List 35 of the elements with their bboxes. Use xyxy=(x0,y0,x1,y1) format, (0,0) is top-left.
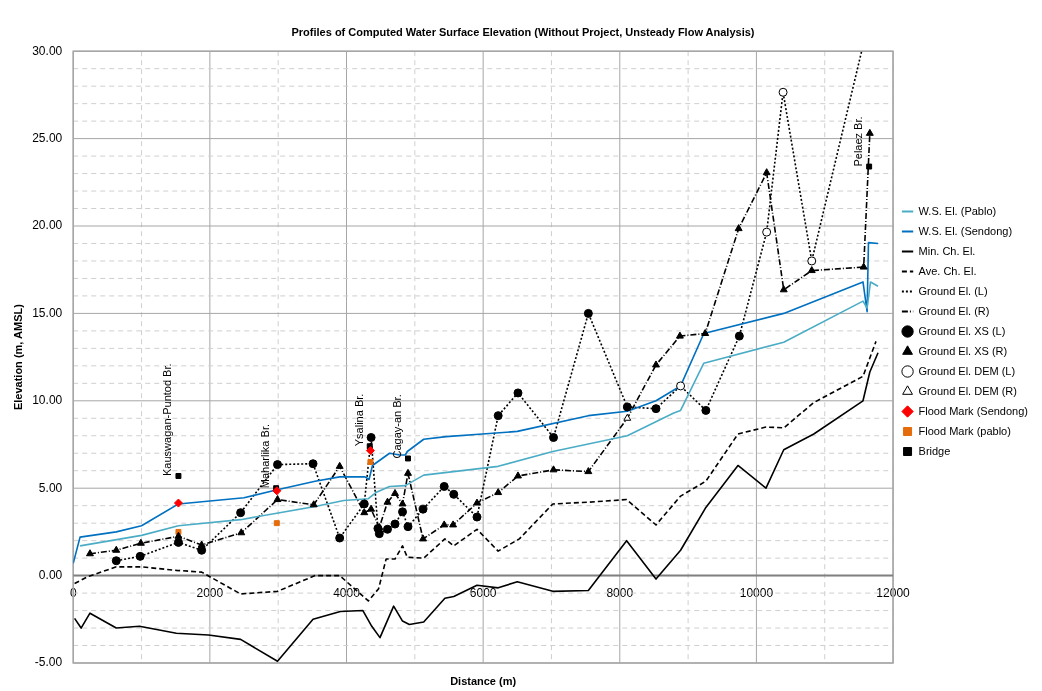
y-tick-label: 0.00 xyxy=(38,567,63,582)
x-tick-label: 10000 xyxy=(739,586,774,601)
annotation: Kauswagan-Puntod Br. xyxy=(161,363,174,476)
y-axis-title: Elevation (m, AMSL) xyxy=(11,303,24,411)
legend-label: Ground El. DEM (R) xyxy=(918,384,1017,397)
annotation: Cagay-an Br. xyxy=(391,394,404,459)
legend-label: Ave. Ch. El. xyxy=(918,264,977,277)
y-tick-label: 20.00 xyxy=(32,218,63,233)
chart-title: Profiles of Computed Water Surface Elevation (Without Project, Unsteady Flow Analysis) xyxy=(291,25,755,38)
legend-label: Ground El. XS (R) xyxy=(918,344,1008,357)
x-tick-label: 8000 xyxy=(606,586,634,601)
legend-label: W.S. El. (Sendong) xyxy=(918,224,1013,237)
legend-label: Bridge xyxy=(918,444,951,457)
x-tick-label: 6000 xyxy=(469,586,497,601)
legend-label: Flood Mark (Sendong) xyxy=(918,404,1029,417)
annotation: Ysalina Br. xyxy=(352,393,365,447)
y-tick-label: 10.00 xyxy=(32,393,63,408)
legend-label: W.S. El. (Pablo) xyxy=(918,204,997,217)
legend-label: Flood Mark (pablo) xyxy=(918,424,1011,437)
annotation: Maharlika Br. xyxy=(259,424,272,489)
legend-label: Ground El. XS (L) xyxy=(918,324,1006,337)
y-tick-label: 30.00 xyxy=(32,43,63,58)
y-tick-label: -5.00 xyxy=(34,655,63,670)
legend-label: Min. Ch. El. xyxy=(918,244,976,257)
legend-label: Ground El. (R) xyxy=(918,304,990,317)
x-axis-title: Distance (m) xyxy=(450,675,517,687)
y-tick-label: 25.00 xyxy=(32,130,63,145)
legend-label: Ground El. DEM (L) xyxy=(918,364,1016,377)
x-tick-label: 2000 xyxy=(196,586,224,601)
y-tick-label: 5.00 xyxy=(38,480,63,495)
y-tick-label: 15.00 xyxy=(32,305,63,320)
x-tick-label: 4000 xyxy=(333,586,361,601)
annotation: Pelaez Br. xyxy=(852,116,865,167)
legend-label: Ground El. (L) xyxy=(918,284,988,297)
x-tick-label: 12000 xyxy=(876,586,911,601)
